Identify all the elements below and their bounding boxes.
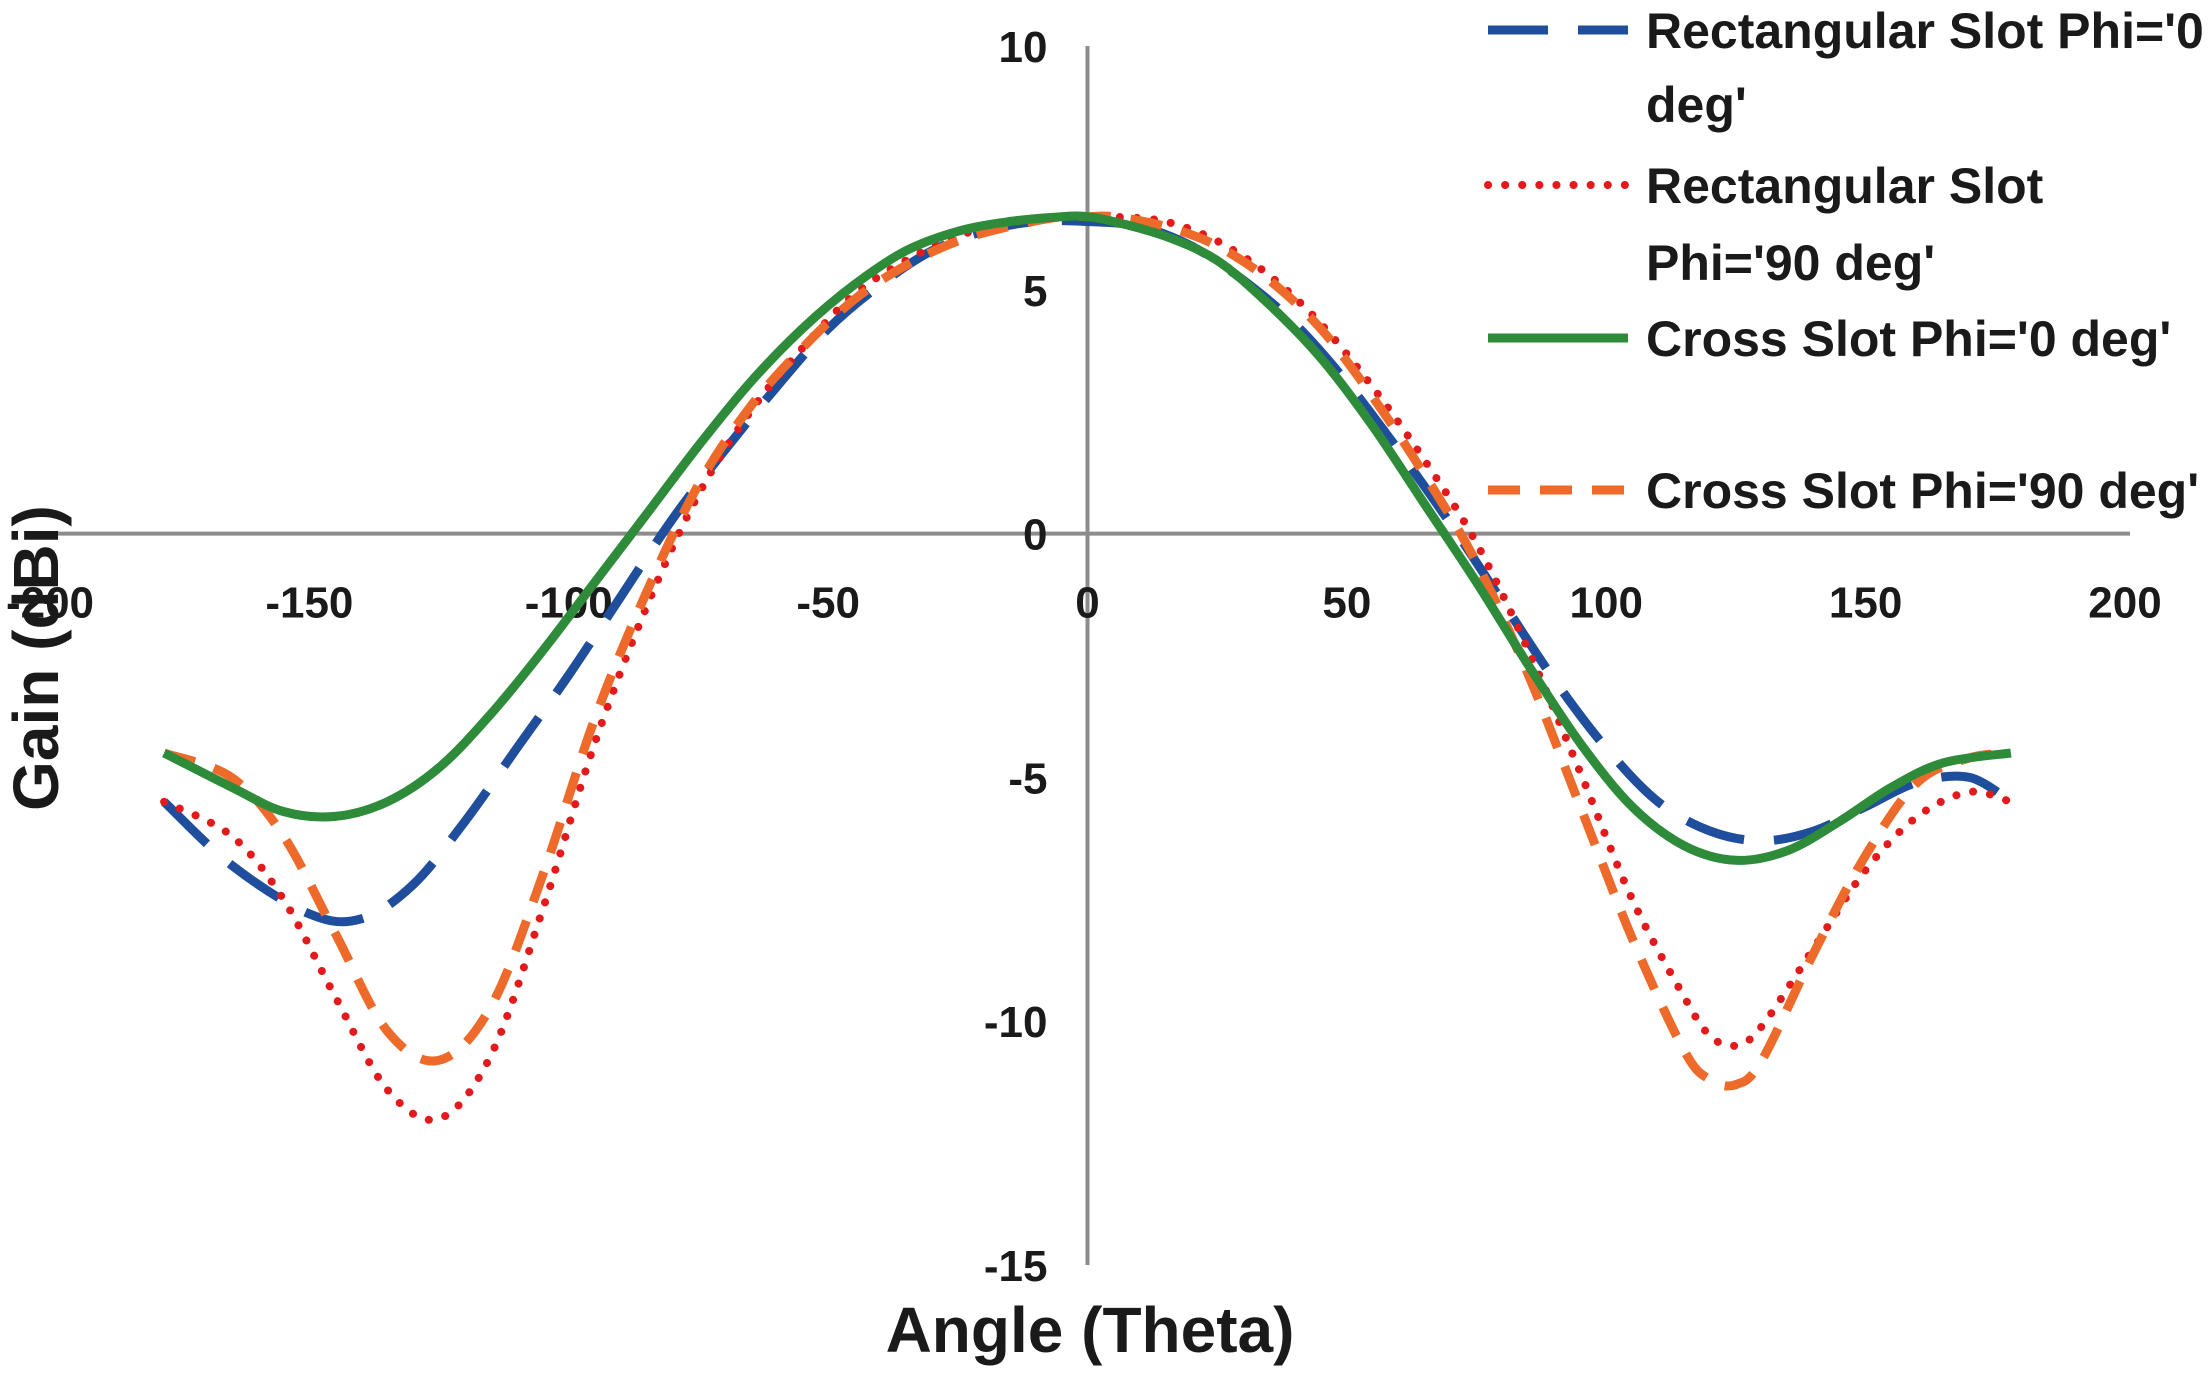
x-tick-label: -50 — [796, 579, 860, 628]
y-tick-label: -5 — [1008, 754, 1047, 803]
y-tick-label: -10 — [984, 998, 1048, 1047]
legend-label-4: Cross Slot Phi='90 deg' — [1646, 463, 2199, 519]
x-axis-title: Angle (Theta) — [886, 1294, 1295, 1366]
legend-label-3: Cross Slot Phi='0 deg' — [1646, 311, 2171, 367]
y-tick-labels: -15 -10 -5 5 10 0 — [984, 23, 1048, 1291]
legend: Rectangular Slot Phi='0 deg' Rectangular S… — [1484, 3, 2204, 519]
x-tick-labels: -200 -150 -100 -50 0 50 100 150 200 — [6, 579, 2162, 628]
legend-label-1: deg' — [1646, 77, 1747, 133]
x-tick-label: 150 — [1829, 579, 1902, 628]
series-group — [160, 211, 2015, 1124]
series-line-2 — [160, 212, 2015, 1124]
series-line-3 — [162, 211, 2012, 865]
y-axis-title: Gain (dBi) — [0, 505, 72, 811]
axes — [30, 46, 2130, 1265]
x-tick-label: -200 — [6, 579, 94, 628]
series-line-4 — [162, 211, 2012, 1091]
legend-label-1: Rectangular Slot Phi='0 — [1646, 3, 2204, 59]
y-tick-label: -15 — [984, 1242, 1048, 1291]
x-tick-label: 50 — [1322, 579, 1371, 628]
x-tick-label: 200 — [2088, 579, 2161, 628]
legend-label-2: Phi='90 deg' — [1646, 235, 1935, 291]
y-tick-label: 10 — [999, 23, 1048, 72]
y-tick-label: 5 — [1023, 267, 1047, 316]
x-tick-label: 100 — [1570, 579, 1643, 628]
legend-label-2: Rectangular Slot — [1646, 158, 2044, 214]
y-tick-label: 0 — [1023, 511, 1047, 560]
x-tick-label: 0 — [1075, 579, 1099, 628]
x-tick-label: -150 — [265, 579, 353, 628]
series-line-1 — [161, 216, 2014, 927]
